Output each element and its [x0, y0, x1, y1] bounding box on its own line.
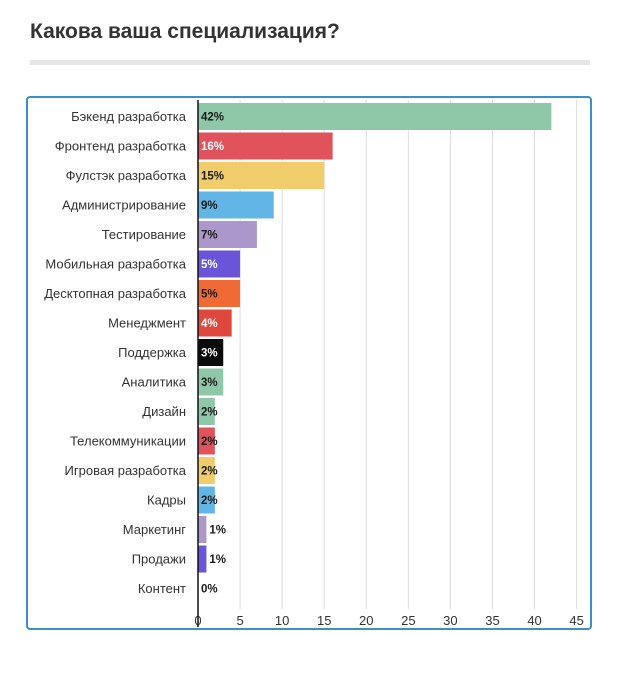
bar	[198, 516, 207, 543]
data-label: 2%	[201, 495, 218, 507]
x-tick-label: 10	[275, 613, 289, 628]
data-label: 4%	[201, 318, 218, 330]
category-label: Игровая разработка	[65, 463, 187, 478]
bar	[198, 398, 215, 425]
bar	[198, 132, 333, 160]
category-label: Бэкенд разработка	[71, 109, 187, 124]
category-label: Продажи	[132, 552, 186, 567]
category-label: Кадры	[147, 493, 186, 508]
data-label: 3%	[201, 348, 218, 360]
data-label: 3%	[201, 377, 218, 389]
bar	[198, 250, 241, 278]
category-label: Дизайн	[142, 404, 186, 419]
category-label: Контент	[138, 581, 186, 596]
category-label: Аналитика	[122, 375, 187, 390]
bar	[198, 339, 224, 366]
bar	[198, 427, 215, 455]
bar	[198, 457, 215, 484]
page-title: Какова ваша специализация?	[30, 20, 340, 43]
category-label: Поддержка	[118, 345, 187, 360]
data-label: 9%	[201, 200, 218, 212]
category-label: Маркетинг	[123, 522, 186, 537]
data-label: 5%	[201, 289, 218, 301]
bar	[198, 221, 257, 248]
bar	[198, 545, 207, 573]
data-label: 2%	[201, 407, 218, 419]
x-tick-label: 40	[527, 613, 541, 628]
data-label: 7%	[201, 230, 218, 242]
data-label: 16%	[201, 141, 224, 153]
x-tick-label: 15	[317, 613, 331, 628]
data-label: 42%	[201, 112, 224, 124]
bar	[198, 103, 552, 130]
x-tick-label: 25	[401, 613, 415, 628]
category-label: Фронтенд разработка	[55, 139, 187, 154]
data-label: 1%	[209, 554, 226, 566]
category-label: Фулстэк разработка	[66, 168, 187, 183]
title-divider	[30, 60, 590, 65]
data-label: 1%	[209, 525, 226, 537]
data-label: 2%	[201, 436, 218, 448]
bar	[198, 191, 274, 219]
x-tick-label: 35	[485, 613, 499, 628]
data-label: 5%	[201, 259, 218, 271]
x-tick-label: 30	[443, 613, 457, 628]
data-label: 2%	[201, 466, 218, 478]
bar	[198, 309, 232, 337]
data-label: 15%	[201, 171, 224, 183]
category-label: Десктопная разработка	[44, 286, 187, 301]
category-label: Менеджмент	[108, 316, 186, 331]
category-label: Телекоммуникации	[70, 434, 186, 449]
bar	[198, 486, 215, 514]
data-label: 0%	[201, 584, 218, 596]
bar	[198, 280, 241, 307]
category-label: Мобильная разработка	[45, 257, 186, 272]
x-tick-label: 5	[236, 613, 243, 628]
bar	[198, 368, 224, 396]
bar	[198, 162, 325, 189]
x-tick-label: 45	[569, 613, 583, 628]
x-tick-label: 20	[359, 613, 373, 628]
category-label: Администрирование	[62, 198, 186, 213]
category-label: Тестирование	[102, 227, 186, 242]
